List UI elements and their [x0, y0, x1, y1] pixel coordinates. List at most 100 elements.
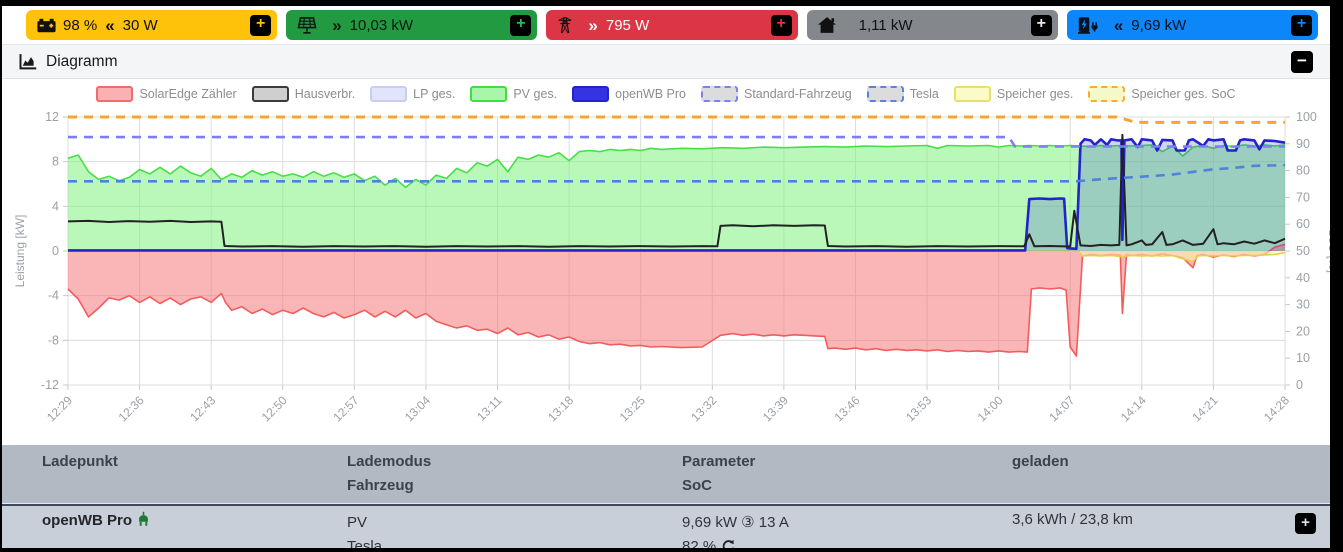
pylon-icon: [559, 17, 572, 34]
chargepoint-row[interactable]: openWB Pro PV Tesla 9,69 kW ③ 13 A 82 % …: [2, 504, 1330, 548]
x-tick-label: 13:25: [617, 393, 648, 424]
y-left-tick-label: 8: [52, 155, 59, 169]
header-ladepunkt: Ladepunkt: [42, 453, 118, 470]
tile-battery-expand-button[interactable]: +: [250, 14, 272, 36]
tile-chargepoint[interactable]: « 9,69 kW +: [1066, 10, 1319, 40]
legend-item[interactable]: Hausverbr.: [251, 86, 356, 102]
legend-item[interactable]: Tesla: [866, 86, 939, 102]
diagram-collapse-button[interactable]: −: [1291, 50, 1313, 73]
legend-swatch: [701, 86, 738, 102]
y-right-tick-label: 80: [1296, 164, 1310, 178]
arrow-right-icon: »: [588, 15, 598, 35]
legend-swatch: [251, 86, 289, 102]
y-right-tick-label: 30: [1296, 298, 1310, 312]
legend-item[interactable]: Speicher ges. SoC: [1088, 86, 1236, 102]
y-left-tick-label: 4: [52, 199, 59, 213]
series-line-hausverbrauch: [67, 133, 1286, 248]
y-right-tick-label: 50: [1296, 244, 1310, 258]
cell-mode-vehicle: PV Tesla: [347, 511, 682, 548]
vehicle-name: Tesla: [347, 538, 383, 548]
x-tick-label: 13:11: [474, 393, 505, 424]
legend-label: Hausverbr.: [294, 87, 356, 101]
solar-panel-icon: [297, 16, 317, 34]
legend-item[interactable]: Speicher ges.: [953, 86, 1074, 102]
legend-label: SolarEdge Zähler: [139, 87, 237, 101]
header-lademodus: Lademodus: [347, 453, 432, 470]
tile-battery[interactable]: 98 % « 30 W +: [26, 10, 278, 40]
x-tick-label: 13:04: [402, 393, 433, 424]
series-line-speicher-soc: [68, 115, 1285, 124]
legend-label: LP ges.: [413, 87, 456, 101]
series-line-tesla-soc: [68, 163, 1286, 183]
y-right-tick-label: 70: [1296, 190, 1310, 204]
x-tick-label: 13:39: [760, 393, 791, 424]
chargepoint-table: Ladepunkt Lademodus Fahrzeug Parameter S…: [2, 445, 1330, 548]
tile-chargepoint-expand-button[interactable]: +: [1291, 14, 1313, 36]
battery-icon: [37, 18, 56, 32]
legend-swatch: [470, 86, 508, 102]
x-tick-label: 12:50: [259, 393, 290, 424]
tile-chargepoint-value: 9,69 kW: [1131, 16, 1187, 34]
tile-grid[interactable]: » 795 W +: [546, 10, 798, 40]
series-line-openwb-pro: [68, 138, 1286, 252]
cell-parameter-soc: 9,69 kW ③ 13 A 82 %: [682, 511, 1012, 548]
legend-item[interactable]: PV ges.: [470, 86, 557, 102]
y-right-tick-label: 20: [1296, 324, 1310, 338]
charged-amount: 3,6 kWh / 23,8 km: [1012, 511, 1133, 528]
tile-battery-value: 30 W: [122, 16, 158, 34]
area-chart-icon: [19, 53, 37, 69]
x-tick-label: 12:36: [116, 393, 147, 424]
arrow-left-icon: «: [1113, 15, 1124, 35]
legend-label: Tesla: [909, 87, 939, 101]
status-tiles-bar: 98 % « 30 W + » 10,03 kW + » 795 W: [2, 6, 1330, 44]
legend-swatch: [572, 86, 610, 102]
legend-swatch: [370, 86, 408, 102]
legend-item[interactable]: Standard-Fahrzeug: [701, 86, 852, 102]
tile-battery-soc: 98 %: [63, 16, 98, 34]
chargepoint-expand-button[interactable]: +: [1295, 513, 1316, 534]
legend-label: Standard-Fahrzeug: [744, 87, 852, 101]
tile-house[interactable]: 1,11 kW +: [806, 10, 1058, 40]
x-tick-label: 14:07: [1046, 393, 1077, 424]
col-lademodus-fahrzeug: Lademodus Fahrzeug: [347, 450, 682, 498]
chart-legend: SolarEdge Zähler Hausverbr. LP ges. PV ges.…: [2, 86, 1330, 102]
col-ladepunkt: Ladepunkt: [42, 450, 347, 498]
tile-house-value: 1,11 kW: [858, 16, 913, 34]
x-tick-label: 14:00: [975, 393, 1006, 424]
tile-house-expand-button[interactable]: +: [1030, 14, 1052, 36]
legend-swatch: [1088, 86, 1126, 102]
legend-label: PV ges.: [513, 87, 558, 101]
legend-swatch: [953, 86, 991, 102]
y-left-axis-title: Leistung [kW]: [13, 215, 27, 288]
series-area-solaredge-zaehler: [68, 244, 1285, 356]
y-left-tick-label: -8: [48, 333, 59, 347]
tile-grid-expand-button[interactable]: +: [770, 14, 792, 36]
y-right-tick-label: 0: [1296, 378, 1303, 392]
x-tick-label: 13:32: [688, 393, 719, 424]
legend-swatch: [866, 86, 904, 102]
y-left-tick-label: -12: [41, 378, 59, 392]
legend-label: Speicher ges.: [996, 87, 1074, 101]
series-area-pv-ges: [68, 144, 1285, 251]
header-soc: SoC: [682, 477, 712, 494]
x-tick-label: 12:43: [187, 393, 218, 424]
y-right-tick-label: 60: [1296, 217, 1310, 231]
diagram-panel-header: Diagramm −: [2, 44, 1330, 79]
chart-svg: 12:29 12:36 12:43 12:50 12:57 13:04 13:11 13:18…: [13, 110, 1330, 424]
legend-item[interactable]: openWB Pro: [572, 86, 686, 102]
refresh-soc-icon[interactable]: [721, 539, 735, 548]
tile-pv-value: 10,03 kW: [349, 16, 414, 34]
header-parameter: Parameter: [682, 453, 756, 470]
col-geladen: geladen: [1012, 450, 1316, 498]
chargepoint-name: openWB Pro: [42, 512, 132, 529]
legend-item[interactable]: SolarEdge Zähler: [96, 86, 237, 102]
tile-pv-expand-button[interactable]: +: [510, 14, 532, 36]
tile-pv[interactable]: » 10,03 kW +: [286, 10, 538, 40]
series-line-speicher-ges: [68, 250, 1286, 263]
plug-icon: [139, 511, 148, 526]
legend-item[interactable]: LP ges.: [370, 86, 455, 102]
legend-label: Speicher ges. SoC: [1131, 87, 1236, 101]
col-parameter-soc: Parameter SoC: [682, 450, 1012, 498]
cell-chargepoint: openWB Pro: [42, 511, 347, 548]
y-right-tick-label: 100: [1296, 110, 1317, 124]
